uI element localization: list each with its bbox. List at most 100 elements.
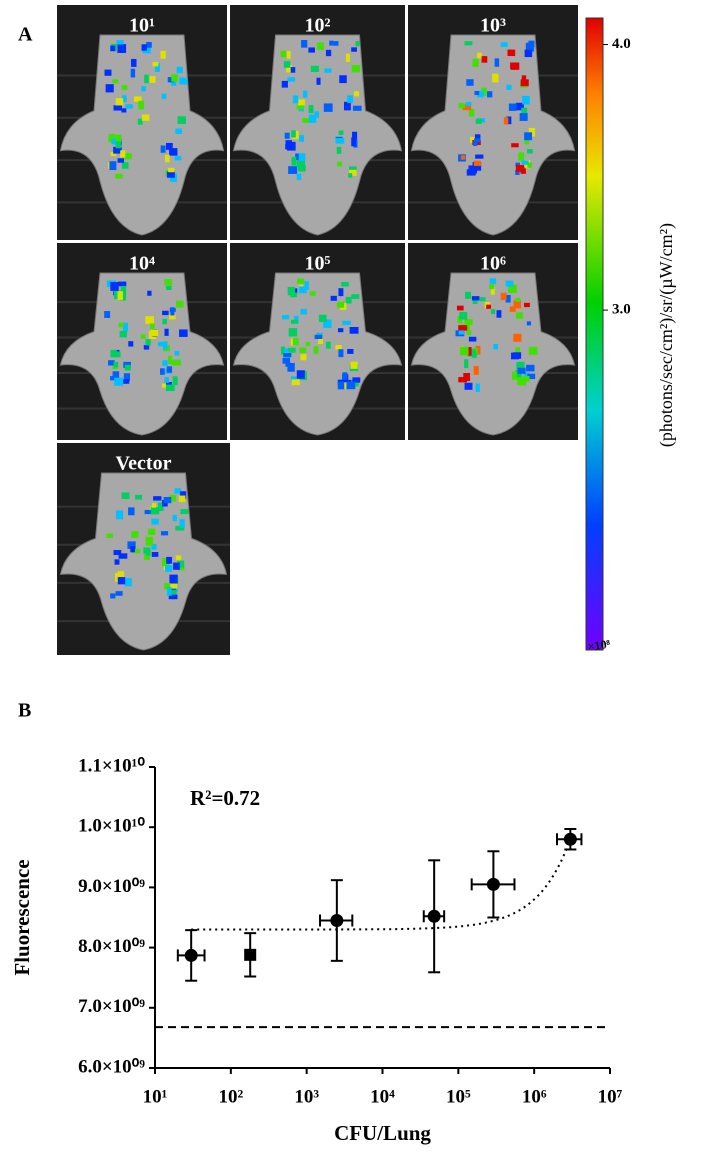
- signal-pixel: [298, 286, 307, 294]
- signal-pixel: [155, 63, 160, 73]
- signal-pixel: [345, 53, 350, 62]
- signal-pixel: [472, 58, 479, 67]
- signal-pixel: [325, 341, 331, 349]
- signal-pixel: [471, 296, 480, 301]
- signal-pixel: [150, 329, 159, 337]
- signal-pixel: [481, 56, 488, 63]
- signal-pixel: [115, 98, 124, 106]
- signal-pixel: [141, 44, 147, 51]
- signal-pixel: [130, 68, 136, 78]
- signal-pixel: [473, 140, 478, 147]
- point: [184, 948, 198, 962]
- y-tick-label: 9.0×10⁰⁹: [78, 876, 145, 897]
- signal-pixel: [118, 553, 128, 559]
- signal-pixel: [337, 381, 345, 390]
- signal-pixel: [169, 173, 177, 182]
- signal-pixel: [500, 292, 507, 301]
- signal-pixel: [462, 104, 472, 111]
- signal-pixel: [297, 165, 306, 172]
- signal-pixel: [166, 366, 173, 373]
- signal-pixel: [130, 546, 135, 553]
- signal-pixel: [299, 135, 305, 142]
- signal-pixel: [171, 590, 177, 595]
- signal-pixel: [524, 137, 530, 145]
- signal-pixel: [351, 47, 357, 52]
- signal-pixel: [519, 113, 528, 121]
- signal-pixel: [460, 155, 466, 160]
- image-label: 10⁶: [480, 253, 506, 275]
- signal-pixel: [527, 149, 533, 154]
- signal-pixel: [175, 555, 182, 561]
- signal-pixel: [174, 488, 181, 494]
- signal-pixel: [487, 91, 493, 98]
- signal-pixel: [157, 341, 165, 347]
- point: [244, 948, 257, 961]
- signal-pixel: [117, 44, 127, 53]
- signal-pixel: [517, 377, 527, 386]
- signal-pixel: [459, 346, 469, 356]
- signal-pixel: [318, 314, 327, 323]
- signal-pixel: [308, 114, 317, 123]
- signal-pixel: [143, 547, 151, 554]
- signal-pixel: [135, 494, 143, 500]
- signal-pixel: [117, 281, 127, 287]
- signal-pixel: [510, 62, 520, 69]
- signal-pixel: [522, 376, 530, 382]
- signal-pixel: [113, 105, 122, 111]
- signal-pixel: [458, 325, 468, 331]
- x-tick-label: 10¹: [143, 1086, 168, 1107]
- signal-pixel: [336, 301, 345, 308]
- signal-pixel: [115, 173, 123, 179]
- signal-pixel: [355, 41, 360, 47]
- signal-pixel: [477, 52, 482, 59]
- signal-pixel: [164, 565, 173, 572]
- signal-pixel: [104, 69, 112, 76]
- signal-pixel: [352, 131, 358, 140]
- mouse-body: [232, 34, 403, 236]
- signal-pixel: [526, 364, 535, 372]
- signal-pixel: [128, 507, 135, 516]
- signal-pixel: [168, 583, 178, 589]
- signal-pixel: [282, 357, 291, 364]
- signal-pixel: [119, 330, 127, 338]
- signal-pixel: [516, 312, 523, 319]
- signal-pixel: [464, 41, 473, 46]
- signal-pixel: [127, 541, 136, 549]
- signal-pixel: [177, 116, 186, 124]
- signal-pixel: [288, 347, 296, 353]
- signal-pixel: [456, 305, 464, 311]
- signal-pixel: [500, 42, 508, 47]
- signal-pixel: [338, 130, 344, 135]
- x-tick-label: 10⁷: [598, 1086, 623, 1107]
- signal-pixel: [338, 288, 344, 297]
- signal-pixel: [121, 492, 130, 499]
- signal-pixel: [166, 556, 173, 564]
- signal-pixel: [179, 491, 187, 499]
- signal-pixel: [163, 341, 168, 350]
- signal-pixel: [466, 79, 474, 86]
- signal-pixel: [343, 101, 351, 111]
- signal-pixel: [169, 586, 177, 594]
- signal-pixel: [351, 64, 361, 73]
- signal-pixel: [140, 334, 146, 339]
- image-label: 10²: [305, 15, 331, 37]
- signal-pixel: [520, 79, 529, 87]
- signal-pixel: [162, 310, 169, 316]
- signal-pixel: [511, 143, 519, 148]
- signal-pixel: [481, 87, 487, 97]
- signal-pixel: [117, 571, 125, 579]
- signal-pixel: [349, 169, 357, 176]
- signal-pixel: [291, 130, 296, 138]
- mouse-body: [232, 272, 403, 436]
- colorbar-tick-label: 4.0: [612, 36, 631, 52]
- image-label: Vector: [116, 453, 172, 475]
- signal-pixel: [162, 360, 168, 366]
- signal-pixel: [474, 90, 480, 96]
- signal-pixel: [323, 103, 333, 112]
- signal-pixel: [109, 161, 117, 171]
- signal-pixel: [475, 154, 484, 159]
- signal-pixel: [110, 152, 117, 157]
- signal-pixel: [131, 531, 139, 538]
- signal-pixel: [508, 103, 517, 111]
- signal-pixel: [507, 49, 516, 57]
